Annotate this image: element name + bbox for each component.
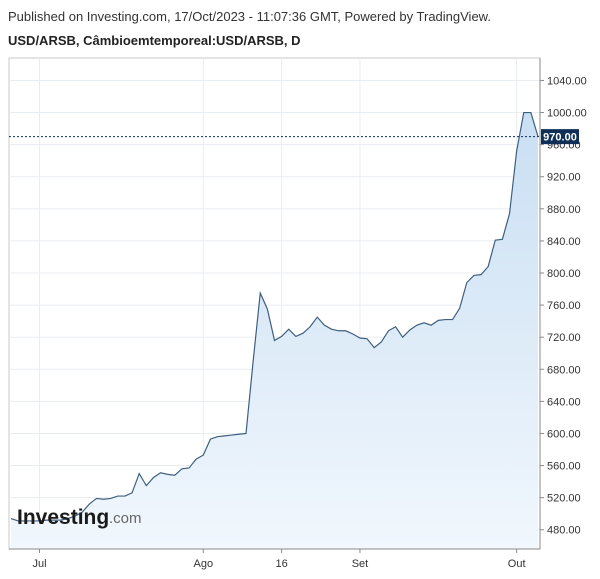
x-tick-label: Jul xyxy=(32,558,46,570)
published-info: Published on Investing.com, 17/Oct/2023 … xyxy=(8,9,491,24)
y-tick-label: 600.00 xyxy=(547,428,581,440)
last-price-tag: 970.00 xyxy=(541,129,579,145)
last-price-label: 970.00 xyxy=(543,132,577,144)
x-tick-label: Out xyxy=(508,558,526,570)
y-tick-label: 800.00 xyxy=(547,268,581,280)
chart-title: USD/ARSB, Câmbioemtemporeal:USD/ARSB, D xyxy=(8,33,301,48)
y-tick-label: 720.00 xyxy=(547,332,581,344)
x-axis: Jul Ago 16 Set Out xyxy=(9,548,540,570)
x-tick-label: Ago xyxy=(193,558,213,570)
logo-suffix: .com xyxy=(109,510,142,527)
price-line xyxy=(10,111,539,522)
y-tick-label: 1000.00 xyxy=(547,108,587,120)
investing-logo: Investing .com xyxy=(17,506,142,529)
y-tick-label: 760.00 xyxy=(547,300,581,312)
y-tick-label: 560.00 xyxy=(547,461,581,473)
price-area xyxy=(11,112,538,549)
y-tick-label: 1040.00 xyxy=(547,75,587,87)
y-tick-label: 520.00 xyxy=(547,493,581,505)
y-tick-label: 920.00 xyxy=(547,172,581,184)
y-tick-label: 680.00 xyxy=(547,364,581,376)
y-tick-label: 840.00 xyxy=(547,236,581,248)
x-tick-label: 16 xyxy=(275,558,287,570)
y-tick-label: 640.00 xyxy=(547,396,581,408)
y-tick-label: 880.00 xyxy=(547,204,581,216)
logo-text: Investing xyxy=(17,506,109,529)
y-tick-label: 480.00 xyxy=(547,525,581,537)
x-tick-label: Set xyxy=(352,558,369,570)
